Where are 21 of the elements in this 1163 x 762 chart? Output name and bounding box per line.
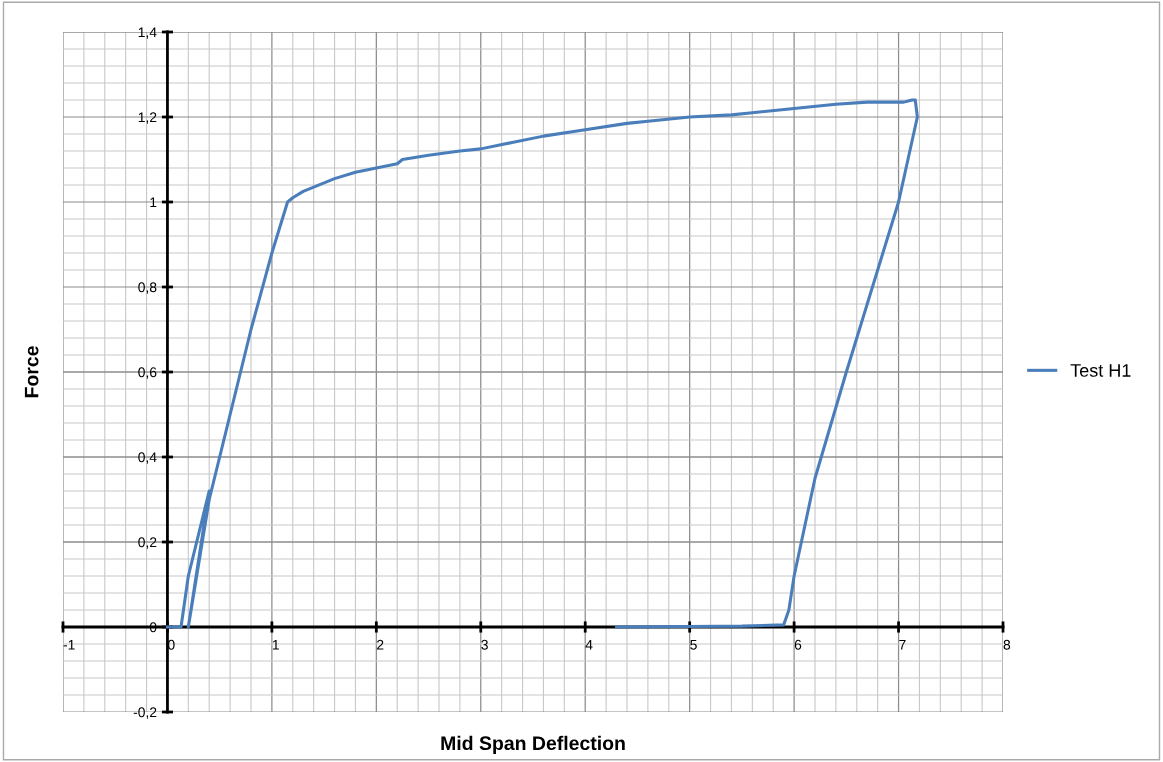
x-tick-label: 1 bbox=[272, 640, 279, 650]
x-tick-label: 2 bbox=[377, 639, 384, 650]
x-tick-label: 6 bbox=[794, 639, 802, 650]
y-tick-label: 1 bbox=[150, 197, 157, 208]
legend-label: Test H1 bbox=[1070, 364, 1131, 377]
y-tick-label: 1,4 bbox=[138, 27, 157, 39]
y-axis-title: Force bbox=[24, 346, 39, 398]
x-tick-label: 5 bbox=[690, 640, 697, 650]
x-tick-label: -1 bbox=[63, 640, 75, 650]
y-tick-label: -0,2 bbox=[133, 707, 157, 719]
x-tick-label: 7 bbox=[899, 640, 906, 650]
y-tick-label: 1,2 bbox=[138, 112, 157, 124]
x-axis-title: Mid Span Deflection bbox=[441, 735, 625, 754]
line-series bbox=[165, 98, 919, 629]
y-tick-label: 0,8 bbox=[138, 282, 157, 294]
x-tick-label: 8 bbox=[1003, 639, 1011, 650]
x-tick-label: 3 bbox=[481, 639, 488, 650]
y-tick-label: 0,4 bbox=[138, 452, 157, 464]
x-tick-label: 4 bbox=[585, 640, 593, 650]
y-tick-label: 0,6 bbox=[138, 367, 157, 379]
y-tick-label: 0,2 bbox=[138, 537, 157, 549]
